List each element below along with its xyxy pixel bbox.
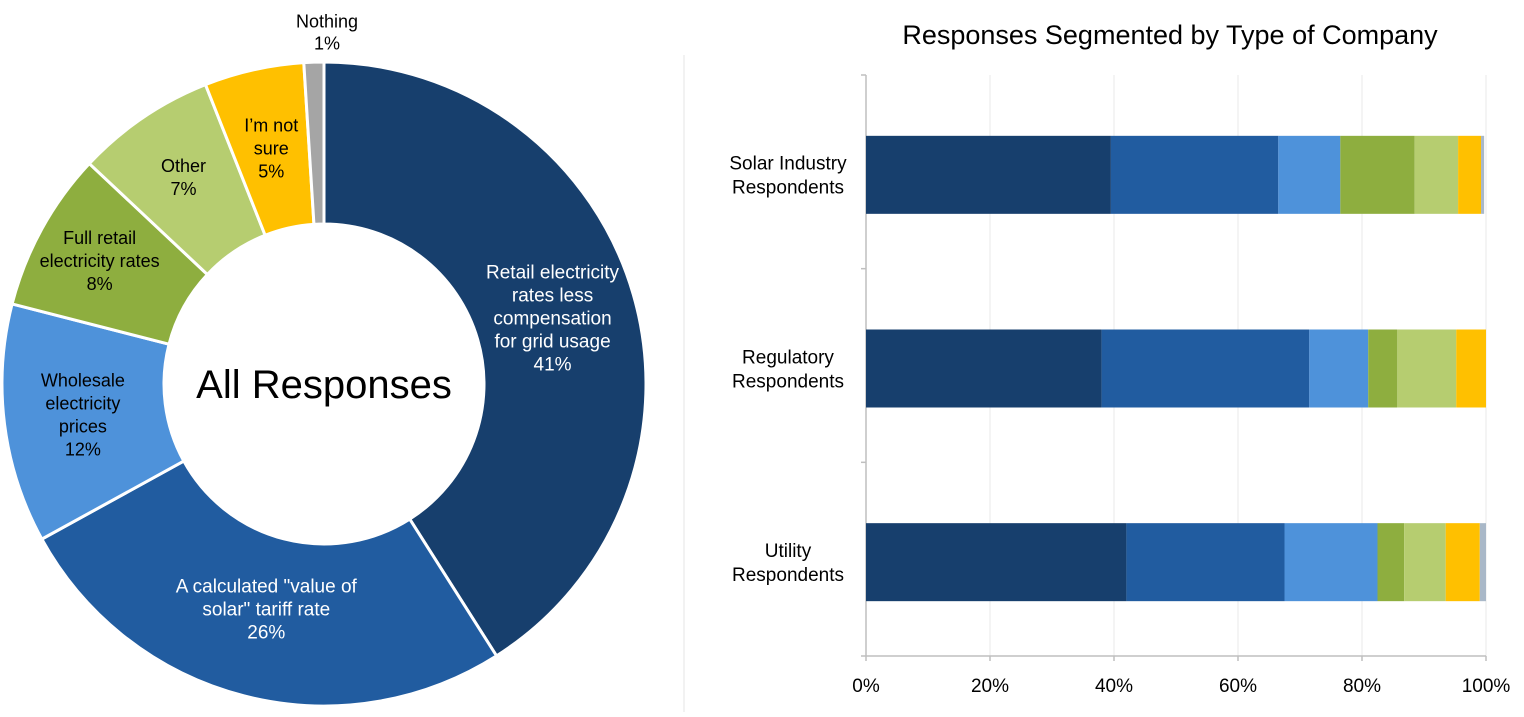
donut-center-label: All Responses — [196, 363, 452, 407]
donut-slice-label: Other 7% — [161, 156, 206, 199]
donut-slice — [0, 302, 186, 542]
bar-segment — [1414, 135, 1459, 214]
x-tick-label: 40% — [1095, 676, 1133, 697]
bar-segment — [1404, 523, 1446, 602]
bar-segment — [1340, 135, 1415, 214]
bar-segment — [1458, 135, 1482, 214]
bar-segment — [866, 135, 1111, 214]
x-tick-label: 100% — [1462, 676, 1511, 697]
donut-slice-label: Nothing 1% — [296, 11, 358, 53]
bar-segment — [1397, 329, 1457, 408]
bar-segment — [1368, 329, 1398, 408]
category-label: Regulatory Respondents — [732, 347, 844, 392]
donut-slice-label: Full retail electricity rates 8% — [40, 228, 160, 294]
bar-segment — [1284, 523, 1378, 602]
bar-segment — [1479, 523, 1486, 602]
bar-segment — [866, 329, 1102, 408]
x-tick-label: 80% — [1343, 676, 1381, 697]
donut-slice-label: Wholesale electricity prices 12% — [41, 370, 125, 459]
bar-chart-title: Responses Segmented by Type of Company — [902, 20, 1438, 50]
bar-segment — [1456, 329, 1486, 408]
donut-slice — [39, 459, 499, 708]
donut-slice-label: A calculated "value of solar" tariff rate… — [176, 577, 358, 644]
category-label: Solar Industry Respondents — [729, 154, 847, 199]
donut-slice — [322, 60, 648, 658]
category-label: Utility Respondents — [732, 541, 844, 586]
donut-chart: All Responses Retail electricity rates le… — [0, 11, 648, 708]
donut-slice-label: Retail electricity rates less compensation… — [486, 262, 620, 375]
bar-segment — [866, 523, 1127, 602]
stacked-bar-chart: Responses Segmented by Type of Company 0… — [729, 20, 1510, 697]
x-tick-label: 0% — [852, 676, 880, 697]
bar-segment — [1481, 135, 1485, 214]
x-tick-label: 20% — [971, 676, 1009, 697]
donut-slice-label: I’m not sure 5% — [244, 115, 298, 181]
bar-segment — [1309, 329, 1369, 408]
bar-segment — [1101, 329, 1310, 408]
donut-slice — [302, 60, 326, 226]
bar-segment — [1377, 523, 1405, 602]
x-tick-label: 60% — [1219, 676, 1257, 697]
bar-segment — [1110, 135, 1279, 214]
bar-segment — [1278, 135, 1341, 214]
bar-segment — [1445, 523, 1480, 602]
bar-segment — [1126, 523, 1285, 602]
